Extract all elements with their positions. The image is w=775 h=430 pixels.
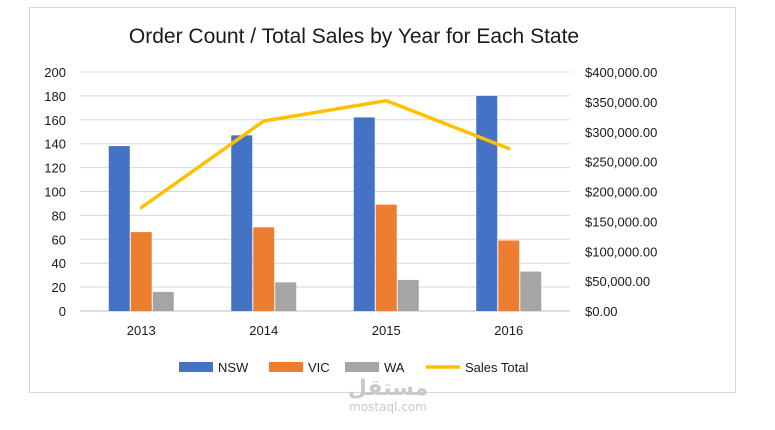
left-tick-label: 120 xyxy=(44,161,66,176)
chart-frame: Order Count / Total Sales by Year for Ea… xyxy=(29,7,736,393)
right-tick-label: $200,000.00 xyxy=(585,185,657,200)
legend-label: NSW xyxy=(218,360,249,375)
left-tick-label: 160 xyxy=(44,113,66,128)
legend-swatch xyxy=(345,362,379,372)
bar-vic xyxy=(130,232,152,311)
x-axis: 2013 2014 2015 2016 xyxy=(127,323,523,338)
bar-wa xyxy=(397,279,419,311)
legend-label: WA xyxy=(384,360,405,375)
right-axis: $0.00 $50,000.00 $100,000.00 $150,000.00 $20… xyxy=(585,65,657,319)
left-tick-label: 80 xyxy=(52,208,66,223)
sales-line xyxy=(139,98,511,210)
watermark-text: mostaql.com xyxy=(349,400,427,414)
left-axis: 0 20 40 60 80 100 120 140 160 180 200 xyxy=(44,65,66,319)
bars xyxy=(108,95,542,312)
right-tick-label: $250,000.00 xyxy=(585,155,657,170)
legend-label: VIC xyxy=(308,360,330,375)
category-label: 2014 xyxy=(249,323,278,338)
legend-swatch xyxy=(269,362,303,372)
watermark: مستقل mostaql.com xyxy=(338,376,438,415)
left-tick-label: 200 xyxy=(44,65,66,80)
line-sales-total xyxy=(139,98,511,210)
legend-swatch xyxy=(179,362,213,372)
left-tick-label: 100 xyxy=(44,185,66,200)
bar-nsw xyxy=(476,95,498,312)
bar-wa xyxy=(275,282,297,311)
bar-vic xyxy=(375,204,397,311)
left-tick-label: 140 xyxy=(44,137,66,152)
legend: NSW VIC WA Sales Total xyxy=(179,360,528,375)
left-tick-label: 60 xyxy=(52,232,66,247)
right-tick-label: $50,000.00 xyxy=(585,274,650,289)
bar-nsw xyxy=(353,117,375,311)
right-tick-label: $350,000.00 xyxy=(585,95,657,110)
chart-title: Order Count / Total Sales by Year for Ea… xyxy=(129,25,579,48)
category-label: 2015 xyxy=(372,323,401,338)
right-tick-label: $0.00 xyxy=(585,304,618,319)
right-tick-label: $300,000.00 xyxy=(585,125,657,140)
category-label: 2016 xyxy=(494,323,523,338)
left-tick-label: 20 xyxy=(52,280,66,295)
left-tick-label: 40 xyxy=(52,256,66,271)
bar-wa xyxy=(520,271,542,311)
bar-wa xyxy=(152,291,174,311)
right-tick-label: $100,000.00 xyxy=(585,244,657,259)
bar-nsw xyxy=(231,135,253,311)
left-tick-label: 0 xyxy=(59,304,66,319)
chart: Order Count / Total Sales by Year for Ea… xyxy=(44,25,657,375)
legend-label: Sales Total xyxy=(465,360,528,375)
bar-nsw xyxy=(108,146,130,311)
category-label: 2013 xyxy=(127,323,156,338)
bar-vic xyxy=(253,227,275,311)
watermark-logo: مستقل xyxy=(347,376,429,401)
right-tick-label: $150,000.00 xyxy=(585,214,657,229)
left-tick-label: 180 xyxy=(44,89,66,104)
right-tick-label: $400,000.00 xyxy=(585,65,657,80)
bar-vic xyxy=(498,240,520,311)
